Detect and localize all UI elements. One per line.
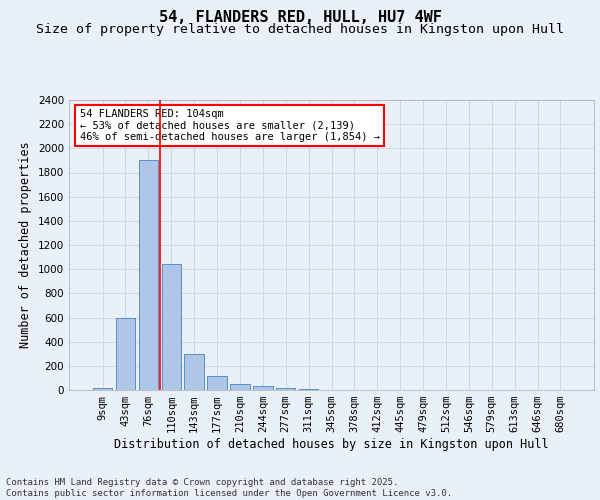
Bar (230, 384, 250, 390)
Bar (139, 160, 158, 390)
Bar (184, 354, 204, 390)
Text: Size of property relative to detached houses in Kingston upon Hull: Size of property relative to detached ho… (36, 22, 564, 36)
Text: Contains HM Land Registry data © Crown copyright and database right 2025.
Contai: Contains HM Land Registry data © Crown c… (6, 478, 452, 498)
Text: 54, FLANDERS RED, HULL, HU7 4WF: 54, FLANDERS RED, HULL, HU7 4WF (158, 10, 442, 25)
Bar (276, 388, 295, 390)
Text: 54 FLANDERS RED: 104sqm
← 53% of detached houses are smaller (2,139)
46% of semi: 54 FLANDERS RED: 104sqm ← 53% of detache… (79, 108, 380, 142)
Bar (161, 264, 181, 390)
Bar (116, 318, 135, 390)
X-axis label: Distribution of detached houses by size in Kingston upon Hull: Distribution of detached houses by size … (114, 438, 549, 451)
Bar (208, 376, 227, 390)
Y-axis label: Number of detached properties: Number of detached properties (19, 142, 32, 348)
Bar (93, 388, 112, 390)
Bar (253, 386, 272, 390)
